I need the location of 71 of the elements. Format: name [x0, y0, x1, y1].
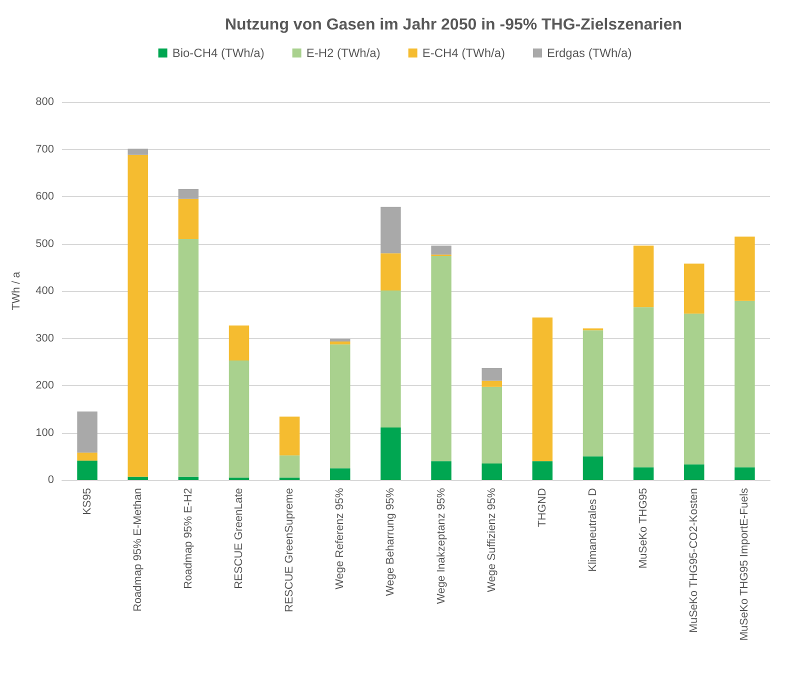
bar [431, 461, 452, 480]
bar [77, 452, 98, 461]
bar [380, 428, 401, 480]
y-tick-label: 0 [48, 474, 54, 486]
bar [734, 236, 755, 301]
x-tick-label: Klimaneutrales D [587, 488, 599, 572]
bar [279, 416, 300, 456]
bar [178, 198, 199, 240]
x-tick-label: MuSeKo THG95 [638, 488, 650, 569]
bar [734, 467, 755, 480]
y-tick-label: 200 [36, 380, 54, 392]
x-tick-label: Roadmap 95% E-Methan [132, 488, 144, 612]
x-tick-label: Roadmap 95% E-H2 [182, 488, 194, 589]
y-axis-title: TWh / a [10, 270, 22, 310]
bar [178, 476, 199, 480]
bar [582, 456, 604, 480]
bar [532, 317, 553, 462]
x-tick-label: Wege Suffizienz 95% [486, 488, 498, 592]
y-tick-label: 300 [36, 332, 54, 344]
bar [128, 148, 148, 155]
x-tick-label: KS95 [81, 488, 94, 515]
bar [532, 461, 553, 480]
bar [279, 455, 300, 478]
x-tick-label: Wege Beharrung 95% [384, 488, 397, 596]
bar [431, 256, 452, 462]
y-tick-label: 100 [36, 426, 54, 439]
bar [380, 206, 401, 254]
legend-label: E-H2 (TWh/a) [306, 46, 380, 60]
bar [633, 246, 654, 308]
bar [633, 307, 654, 468]
bar [380, 253, 401, 291]
x-tick-label: THGND [536, 488, 548, 528]
bar [684, 464, 704, 480]
y-tick-label: 400 [36, 285, 54, 297]
x-tick-label: RESCUE GreenLate [233, 488, 245, 589]
bar [228, 360, 250, 478]
x-tick-label: Wege Inakzeptanz 95% [435, 488, 448, 604]
bar [330, 342, 350, 344]
bar [482, 368, 502, 381]
bar [431, 246, 452, 255]
x-tick-label: Wege Referenz 95% [334, 488, 346, 590]
bar [128, 154, 148, 477]
x-tick-label: RESCUE GreenSupreme [284, 488, 296, 612]
bar [684, 264, 704, 314]
bar [178, 239, 199, 477]
bar [482, 380, 502, 387]
bar [330, 344, 350, 468]
bar [330, 468, 350, 480]
bar [77, 411, 98, 453]
bar [380, 290, 401, 428]
x-tick-label: MuSeKo THG95-CO2-Kosten [688, 488, 700, 633]
bar [228, 325, 250, 360]
legend-label: Erdgas (TWh/a) [547, 46, 632, 60]
legend-label: E-CH4 (TWh/a) [422, 46, 506, 60]
legend-label: Bio-CH4 (TWh/a) [172, 46, 264, 60]
y-tick-label: 600 [36, 190, 54, 202]
bar [734, 300, 755, 468]
bar [330, 338, 350, 342]
bar [482, 463, 502, 480]
bar [77, 460, 98, 480]
y-tick-label: 700 [36, 143, 54, 156]
chart-title: Nutzung von Gasen im Jahr 2050 in -95% THG-Zielszenarien [225, 16, 682, 34]
bar [482, 386, 502, 464]
bar [633, 467, 654, 480]
x-tick-label: MuSeKo THG95 ImportE-Fuels [738, 488, 751, 641]
bar [684, 314, 704, 464]
bar [582, 330, 604, 456]
y-tick-label: 500 [36, 238, 54, 250]
y-tick-label: 800 [36, 96, 54, 108]
bar [128, 476, 148, 480]
bar [178, 188, 199, 199]
